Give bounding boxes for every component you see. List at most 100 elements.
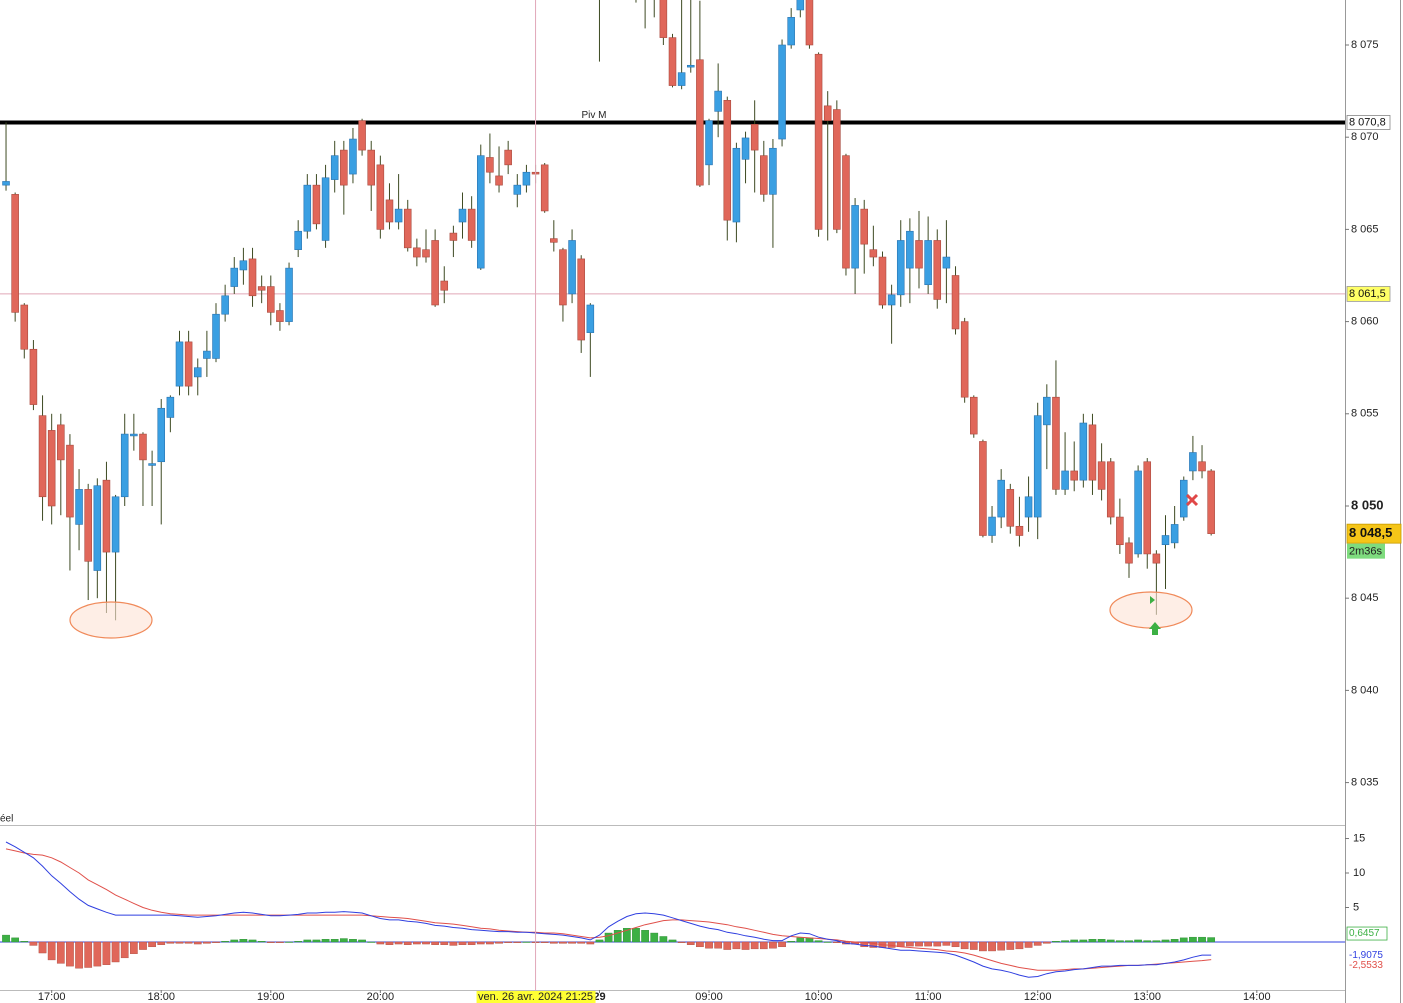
axes: 8 035 8 040 8 045 8 050 8 055 8 060 8 065 8 070…	[38, 39, 1384, 1003]
indicator-tick-label: 5	[1353, 901, 1359, 913]
candle-body	[376, 164, 385, 230]
histogram-bar	[276, 941, 284, 943]
histogram-bar	[1033, 941, 1042, 946]
histogram-bar	[1079, 939, 1088, 943]
indicator-title: éel	[0, 814, 13, 825]
histogram-bar	[1207, 937, 1216, 943]
histogram-bar	[11, 937, 20, 943]
histogram-bar	[321, 939, 330, 943]
candle-body	[705, 120, 713, 166]
histogram-bar	[413, 941, 421, 945]
histogram-bar	[339, 938, 348, 943]
candle-body	[823, 105, 832, 121]
candle-body	[1106, 461, 1115, 518]
candle-body	[1207, 470, 1215, 534]
candle-body	[851, 205, 859, 269]
candle-body	[979, 441, 987, 536]
histogram-bar	[449, 941, 458, 946]
candle-body	[477, 155, 485, 269]
candle-body	[294, 230, 302, 250]
candle-body	[842, 155, 850, 269]
candle-body	[750, 123, 759, 151]
candle-body	[495, 175, 503, 186]
candle-body	[778, 44, 786, 140]
candle-body	[130, 433, 138, 437]
candle-body	[1015, 525, 1024, 536]
histogram-bar	[586, 941, 595, 945]
candle-body	[668, 37, 677, 86]
candle-body	[367, 149, 375, 186]
candle-body	[321, 177, 330, 241]
candle-body	[57, 424, 65, 461]
candle-body	[29, 348, 38, 405]
candle-body	[878, 256, 887, 306]
histogram-bar	[796, 937, 805, 943]
histogram-bar	[869, 941, 878, 948]
last-price-tag-box	[1346, 523, 1402, 544]
histogram-bar	[1015, 941, 1024, 950]
pivot-label: Piv M	[582, 110, 607, 121]
candle-body	[714, 90, 722, 112]
indicator-tick-label: 15	[1353, 832, 1365, 844]
candle-body	[1024, 496, 1033, 518]
histogram-bar	[933, 941, 942, 947]
y-tick-label: 8 075	[1351, 39, 1379, 51]
histogram-bar	[759, 941, 768, 950]
histogram-bar	[979, 941, 987, 952]
macd-tag: -1,9075	[1349, 950, 1383, 961]
x-tick-label: 19:00	[257, 991, 285, 1003]
histogram-bar	[915, 941, 923, 947]
histogram-bar	[741, 941, 750, 950]
candle-body	[568, 240, 576, 295]
x-tick-label: 14:00	[1243, 991, 1271, 1003]
histogram-bar	[476, 941, 485, 945]
candle-body	[38, 415, 47, 498]
countdown-box	[1347, 543, 1385, 559]
y-tick-label: 8 050	[1351, 497, 1384, 512]
candle-body	[248, 258, 257, 297]
candle-body	[522, 171, 531, 186]
pivot-price-tag: 8 070,8	[1349, 116, 1386, 128]
histogram-bar	[1052, 941, 1060, 943]
histogram-bar	[969, 941, 978, 950]
crosshair-time-tag: ven. 26 avr. 2024 21:25	[478, 991, 593, 1003]
indicator-tick-label: 10	[1353, 867, 1365, 879]
crosshair-price-tag-box	[1346, 286, 1391, 302]
histogram-bar	[997, 941, 1006, 951]
histogram-bar	[184, 941, 193, 944]
candle-body	[394, 208, 403, 223]
y-tick-label: 8 055	[1351, 408, 1379, 420]
candle-body	[869, 249, 878, 258]
candle-body	[221, 295, 229, 315]
histogram-bar	[239, 939, 248, 943]
candle-body	[960, 321, 969, 398]
histogram-bar	[1152, 940, 1161, 943]
histogram-bar	[522, 941, 531, 943]
histogram-bar	[422, 941, 430, 945]
histogram-bar	[266, 941, 275, 943]
candle-body	[1116, 516, 1124, 546]
histogram-bar	[458, 941, 467, 945]
candle-body	[467, 208, 476, 241]
histogram-bar	[604, 932, 613, 943]
histogram-bar	[1179, 937, 1188, 943]
candle-body	[1161, 535, 1170, 546]
candle-body	[1179, 479, 1188, 518]
candle-body	[2, 181, 10, 186]
histogram-bar	[148, 941, 156, 948]
candle-body	[732, 147, 741, 223]
histogram-bar	[495, 941, 503, 944]
candle-body	[84, 489, 92, 562]
x-tick-label: 10:00	[805, 991, 833, 1003]
annotations	[69, 493, 1199, 639]
histogram-bar	[622, 927, 631, 943]
crosshair-time-box	[476, 991, 596, 1003]
histogram-bar	[467, 941, 476, 945]
x-tick-label: 12:00	[1024, 991, 1052, 1003]
candle-body	[787, 17, 795, 46]
candle-body	[933, 240, 942, 300]
candle-body	[385, 199, 394, 223]
histogram-bar	[403, 941, 412, 945]
candle-body	[184, 341, 193, 387]
histogram-bar	[778, 941, 786, 948]
